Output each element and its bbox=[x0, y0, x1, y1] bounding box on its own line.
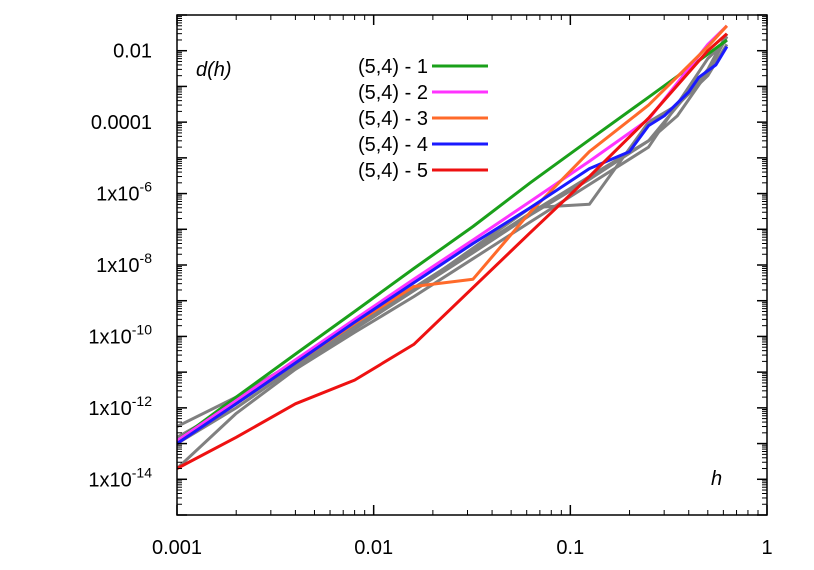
y-tick-label: 1x10-10 bbox=[88, 321, 152, 348]
y-tick-label: 0.0001 bbox=[91, 112, 152, 134]
y-tick-label: 0.01 bbox=[113, 41, 152, 63]
legend-label-4: (5,4) - 4 bbox=[358, 134, 428, 156]
plot-frame bbox=[176, 14, 768, 516]
x-tick-label: 1 bbox=[761, 537, 772, 559]
y-tick-label: 1x10-6 bbox=[96, 179, 152, 206]
legend-label-3: (5,4) - 3 bbox=[358, 108, 428, 130]
background-series-line-4 bbox=[177, 32, 729, 445]
background-series-line-3 bbox=[177, 35, 729, 439]
series-line-4 bbox=[177, 45, 729, 445]
x-axis-label: h bbox=[711, 468, 722, 490]
x-tick-label: 0.01 bbox=[354, 537, 393, 559]
series-group bbox=[177, 24, 729, 470]
y-tick-label: 1x10-8 bbox=[96, 250, 152, 277]
series-line-5 bbox=[177, 32, 728, 470]
legend-label-2: (5,4) - 2 bbox=[358, 82, 428, 104]
y-axis-label: d(h) bbox=[196, 59, 232, 81]
legend-label-5: (5,4) - 5 bbox=[358, 160, 428, 182]
series-line-1 bbox=[177, 38, 728, 442]
legend-label-1: (5,4) - 1 bbox=[358, 56, 428, 78]
x-tick-label: 0.1 bbox=[556, 537, 584, 559]
y-tick-label: 1x10-14 bbox=[88, 464, 152, 491]
y-tick-label: 1x10-12 bbox=[88, 393, 152, 420]
legend: (5,4) - 1 (5,4) - 2 (5,4) - 3 (5,4) - 4 (5,4… bbox=[358, 56, 488, 182]
y-axis: 1x10-14 1x10-12 1x10-10 1x10-8 1x10-6 0.0001 0… bbox=[88, 14, 767, 516]
x-tick-label: 0.001 bbox=[152, 537, 202, 559]
x-axis: 0.001 0.01 0.1 1 bbox=[152, 15, 773, 559]
